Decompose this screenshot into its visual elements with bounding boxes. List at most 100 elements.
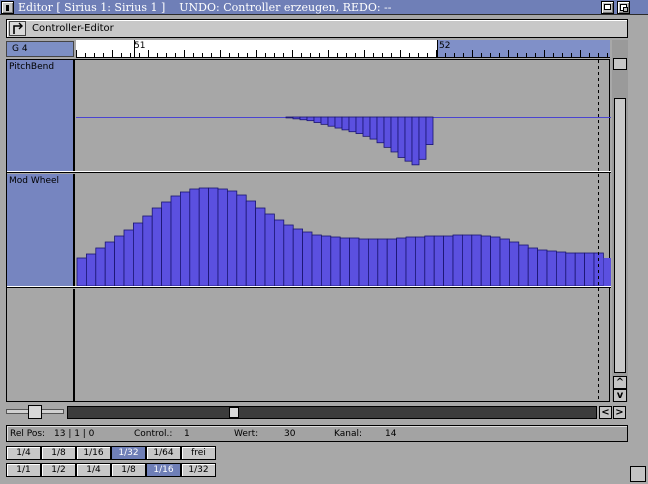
- modwheel-bar: [123, 229, 134, 287]
- note-label: G 4: [6, 41, 74, 57]
- horizontal-scroll-track[interactable]: [67, 406, 597, 419]
- modwheel-bar: [443, 235, 454, 287]
- pitchbend-bar: [369, 116, 378, 140]
- quantize-length-button[interactable]: 1/2: [41, 463, 76, 477]
- redo-arrow-icon[interactable]: [9, 21, 26, 36]
- modwheel-bar: [226, 190, 238, 287]
- modwheel-bar: [320, 235, 332, 287]
- toolbar-title: Controller-Editor: [32, 23, 114, 34]
- quantize-note-button[interactable]: 1/4: [6, 446, 41, 460]
- modwheel-bar: [471, 234, 482, 287]
- modwheel-bar: [433, 235, 445, 287]
- modwheel-bar: [377, 238, 388, 287]
- pitchbend-bar: [313, 116, 322, 123]
- modwheel-bar: [358, 238, 369, 287]
- zoom-icon[interactable]: [601, 1, 614, 14]
- modwheel-bar: [85, 253, 97, 287]
- quantize-note-button[interactable]: 1/32: [111, 446, 146, 460]
- bar-label-52: 52: [439, 41, 451, 51]
- modwheel-bar: [264, 213, 275, 287]
- pitchbend-bar: [376, 116, 385, 144]
- modwheel-bar: [245, 200, 256, 287]
- modwheel-bar: [330, 236, 341, 287]
- modwheel-bar: [104, 241, 116, 287]
- modwheel-bar: [302, 231, 313, 287]
- quantize-note-button[interactable]: 1/8: [41, 446, 76, 460]
- pitchbend-bar: [355, 116, 364, 134]
- horizontal-zoom-slider[interactable]: [28, 405, 42, 419]
- pitchbend-bar: [327, 116, 336, 127]
- modwheel-bar: [273, 219, 285, 287]
- pitchbend-bar: [418, 116, 427, 160]
- modwheel-bar: [236, 194, 247, 287]
- vertical-zoom-slider[interactable]: [613, 58, 627, 70]
- modwheel-bar: [151, 207, 162, 287]
- modwheel-bar: [292, 228, 303, 287]
- quantize-length-button[interactable]: 1/16: [146, 463, 181, 477]
- modwheel-bar: [255, 207, 266, 287]
- modwheel-bar: [95, 247, 106, 287]
- lane-label-pitchbend[interactable]: PitchBend: [7, 60, 75, 172]
- toolbar: Controller-Editor: [6, 19, 628, 38]
- modwheel-bar: [565, 252, 576, 287]
- quantize-length-button[interactable]: 1/8: [111, 463, 146, 477]
- controller-lanes[interactable]: PitchBend Mod Wheel: [6, 59, 611, 402]
- ruler-ticks: [76, 40, 608, 57]
- quantize-note-button[interactable]: 1/16: [76, 446, 111, 460]
- modwheel-bar: [424, 235, 435, 287]
- vertical-scrollbar[interactable]: ^ v: [612, 40, 628, 402]
- relpos-label: Rel Pos:: [10, 429, 46, 439]
- quantize-length-button[interactable]: 1/1: [6, 463, 41, 477]
- lane-label-empty[interactable]: [7, 289, 75, 401]
- modwheel-bar: [499, 238, 510, 287]
- bar-label-51: 51: [134, 41, 146, 51]
- modwheel-bar: [555, 251, 567, 287]
- modwheel-bar: [584, 252, 595, 287]
- pitchbend-bar: [390, 116, 399, 153]
- pitchbend-bar: [285, 116, 294, 119]
- modwheel-bar: [527, 247, 539, 287]
- pitchbend-bar: [397, 116, 406, 158]
- timeline-ruler[interactable]: 51 52: [76, 40, 610, 58]
- modwheel-bar: [189, 188, 200, 287]
- pitchbend-bar: [299, 116, 308, 121]
- modwheel-bar: [180, 191, 191, 287]
- scroll-down-button[interactable]: v: [613, 389, 627, 402]
- modwheel-bar: [367, 238, 379, 287]
- lane-label-modwheel[interactable]: Mod Wheel: [7, 174, 75, 287]
- modwheel-bar: [546, 250, 557, 287]
- pitchbend-bar: [411, 116, 420, 166]
- modwheel-bar: [133, 222, 144, 287]
- modwheel-bar: [170, 195, 181, 287]
- wert-value: 30: [284, 429, 296, 439]
- modwheel-bar: [76, 257, 87, 287]
- quantize-length-button[interactable]: 1/4: [76, 463, 111, 477]
- pitchbend-bar: [362, 116, 371, 137]
- quantize-length-button[interactable]: 1/32: [181, 463, 216, 477]
- depth-icon[interactable]: [617, 1, 630, 14]
- controller-graph[interactable]: [76, 60, 611, 401]
- scroll-up-button[interactable]: ^: [613, 376, 627, 389]
- resize-handle[interactable]: [630, 466, 646, 482]
- modwheel-bar: [283, 224, 294, 287]
- modwheel-tail: [603, 258, 611, 286]
- modwheel-bar: [198, 187, 209, 287]
- modwheel-bar: [452, 234, 463, 287]
- modwheel-bar: [349, 237, 360, 287]
- scroll-left-button[interactable]: <: [599, 406, 612, 419]
- lane-divider: [7, 286, 611, 288]
- control-value: 1: [184, 429, 190, 439]
- modwheel-bar: [537, 249, 548, 287]
- pitchbend-bar: [383, 116, 392, 148]
- modwheel-bar: [518, 244, 529, 287]
- title-bar[interactable]: Editor [ Sirius 1: Sirius 1 ] UNDO: Cont…: [0, 0, 648, 15]
- horizontal-scroll-thumb[interactable]: [229, 407, 239, 418]
- close-icon[interactable]: [1, 1, 14, 14]
- pitchbend-bar: [341, 116, 350, 131]
- pitchbend-bar: [404, 116, 413, 162]
- vertical-scroll-track[interactable]: [614, 98, 626, 373]
- quantize-note-button[interactable]: 1/64: [146, 446, 181, 460]
- scroll-right-button[interactable]: >: [613, 406, 626, 419]
- quantize-note-button[interactable]: frei: [181, 446, 216, 460]
